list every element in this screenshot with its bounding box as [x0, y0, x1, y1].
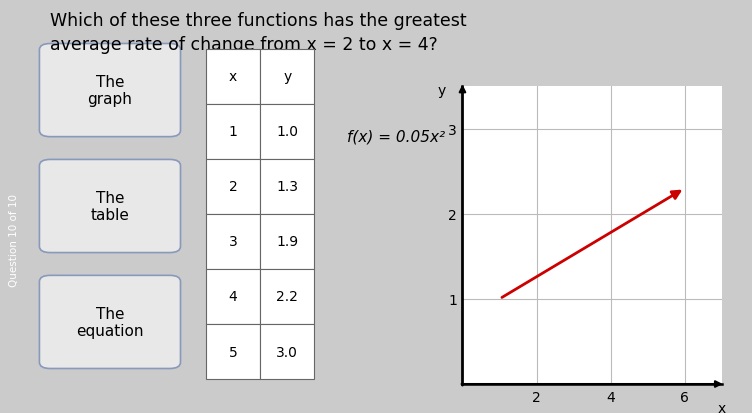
- Text: x: x: [718, 401, 726, 413]
- Text: 3.0: 3.0: [276, 345, 298, 358]
- Bar: [260, 50, 314, 104]
- FancyBboxPatch shape: [39, 276, 180, 368]
- Bar: [260, 159, 314, 214]
- Text: 2.2: 2.2: [276, 290, 298, 304]
- Text: The
table: The table: [90, 190, 129, 223]
- Bar: [206, 324, 260, 379]
- Bar: [206, 269, 260, 324]
- Text: The
equation: The equation: [76, 306, 144, 338]
- Text: The
graph: The graph: [87, 75, 132, 107]
- Text: 1.3: 1.3: [276, 180, 299, 194]
- Text: 4: 4: [229, 290, 238, 304]
- Text: Question 10 of 10: Question 10 of 10: [9, 193, 20, 286]
- Text: x: x: [229, 70, 237, 84]
- Text: 3: 3: [229, 235, 238, 249]
- Text: 2: 2: [229, 180, 238, 194]
- Bar: [206, 214, 260, 269]
- Text: 5: 5: [229, 345, 238, 358]
- Bar: [260, 269, 314, 324]
- Text: 1: 1: [229, 125, 238, 139]
- FancyBboxPatch shape: [39, 160, 180, 253]
- Bar: [260, 214, 314, 269]
- Text: f(x) = 0.05x²: f(x) = 0.05x²: [347, 129, 445, 144]
- Bar: [206, 159, 260, 214]
- FancyBboxPatch shape: [39, 45, 180, 137]
- Bar: [206, 50, 260, 104]
- Bar: [260, 324, 314, 379]
- Bar: [260, 104, 314, 159]
- Text: Which of these three functions has the greatest
average rate of change from x = : Which of these three functions has the g…: [50, 12, 467, 54]
- Text: y: y: [438, 84, 446, 98]
- Text: 1.9: 1.9: [276, 235, 299, 249]
- Bar: [206, 104, 260, 159]
- Text: 1.0: 1.0: [276, 125, 299, 139]
- Text: y: y: [283, 70, 291, 84]
